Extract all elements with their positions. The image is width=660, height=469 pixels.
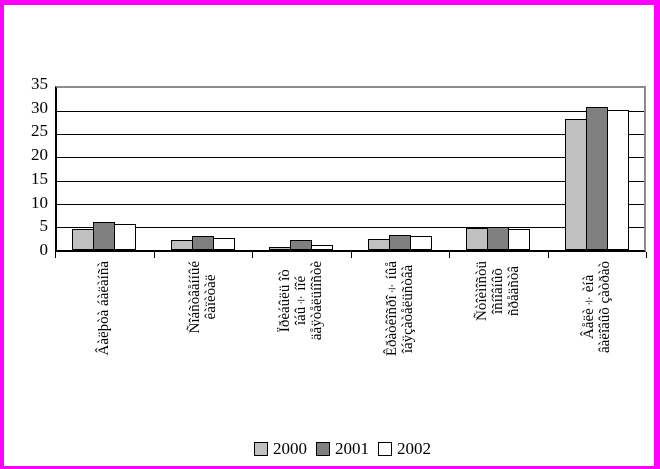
y-tick-label-10: 10 <box>31 193 48 212</box>
gridline-20 <box>57 157 644 159</box>
y-tick-label-5: 5 <box>39 216 49 235</box>
window-border-left <box>0 0 4 469</box>
bar-2002-cat6 <box>607 110 629 250</box>
gridline-30 <box>57 111 644 113</box>
x-tick <box>646 252 647 258</box>
x-tick <box>252 252 253 258</box>
bar-2002-cat1 <box>114 224 136 250</box>
y-tick-label-0: 0 <box>39 240 49 259</box>
window-border-bottom <box>0 466 660 469</box>
x-tick <box>449 252 450 258</box>
legend-item-2000: 2000 <box>254 440 307 457</box>
bar-2002-cat5 <box>508 229 530 250</box>
y-tick-label-35: 35 <box>31 74 48 93</box>
bar-2000-cat2 <box>171 240 193 250</box>
x-tick <box>351 252 352 258</box>
y-tick-label-20: 20 <box>31 145 48 164</box>
bar-2000-cat3 <box>269 247 291 250</box>
legend-label-2002: 2002 <box>397 439 431 458</box>
gridline-25 <box>57 134 644 136</box>
x-axis-label-cat1: Âàëþòà áàëàíñà <box>96 261 112 356</box>
bar-2001-cat5 <box>487 227 509 250</box>
legend-label-2000: 2000 <box>273 439 307 458</box>
legend-swatch-2000 <box>254 441 268 456</box>
y-tick-label-25: 25 <box>31 121 48 140</box>
bar-2000-cat6 <box>565 119 587 250</box>
bar-2000-cat5 <box>466 228 488 250</box>
window-border-right <box>654 0 660 469</box>
x-axis-label-cat3: Ïðèáûëü îò îáû÷íîé äåÿòåëüíîñòè <box>277 261 325 341</box>
y-tick-label-15: 15 <box>31 169 48 188</box>
bar-2002-cat4 <box>410 236 432 250</box>
y-tick-label-30: 30 <box>31 98 48 117</box>
x-tick <box>548 252 549 258</box>
bar-2000-cat1 <box>72 229 94 250</box>
bar-2001-cat1 <box>93 222 115 250</box>
legend-swatch-2001 <box>316 441 330 456</box>
x-axis-label-cat2: Ñîáñòâåííûé êàïèòàë <box>187 261 219 334</box>
legend-item-2002: 2002 <box>378 440 431 457</box>
bar-2002-cat3 <box>311 245 333 250</box>
gridline-15 <box>57 180 644 182</box>
x-tick <box>55 252 56 258</box>
legend-item-2001: 2001 <box>316 440 369 457</box>
x-tick <box>154 252 155 258</box>
bar-2000-cat4 <box>368 239 390 250</box>
bar-2001-cat6 <box>586 107 608 250</box>
x-axis-label-cat4: Êðàòêîñðî÷íûå îáÿçàòåëüñòâà <box>384 261 416 357</box>
gridline-5 <box>57 226 644 228</box>
bar-2001-cat4 <box>389 235 411 250</box>
legend: 2000 2001 2002 <box>0 440 660 457</box>
bar-2002-cat2 <box>213 238 235 250</box>
x-axis-label-cat5: Ñòîèìîñòü îñíîâíûõ ñðåäñòâ <box>474 261 522 321</box>
legend-swatch-2002 <box>378 441 392 456</box>
plot-area <box>55 86 646 252</box>
gridline-10 <box>57 203 644 205</box>
legend-label-2001: 2001 <box>335 439 369 458</box>
bar-2001-cat3 <box>290 240 312 250</box>
bar-2001-cat2 <box>192 236 214 250</box>
x-axis-label-cat6: Âåëè÷èíà âàëîâûõ çàòðàò <box>581 261 613 354</box>
window-border-top <box>0 0 660 5</box>
